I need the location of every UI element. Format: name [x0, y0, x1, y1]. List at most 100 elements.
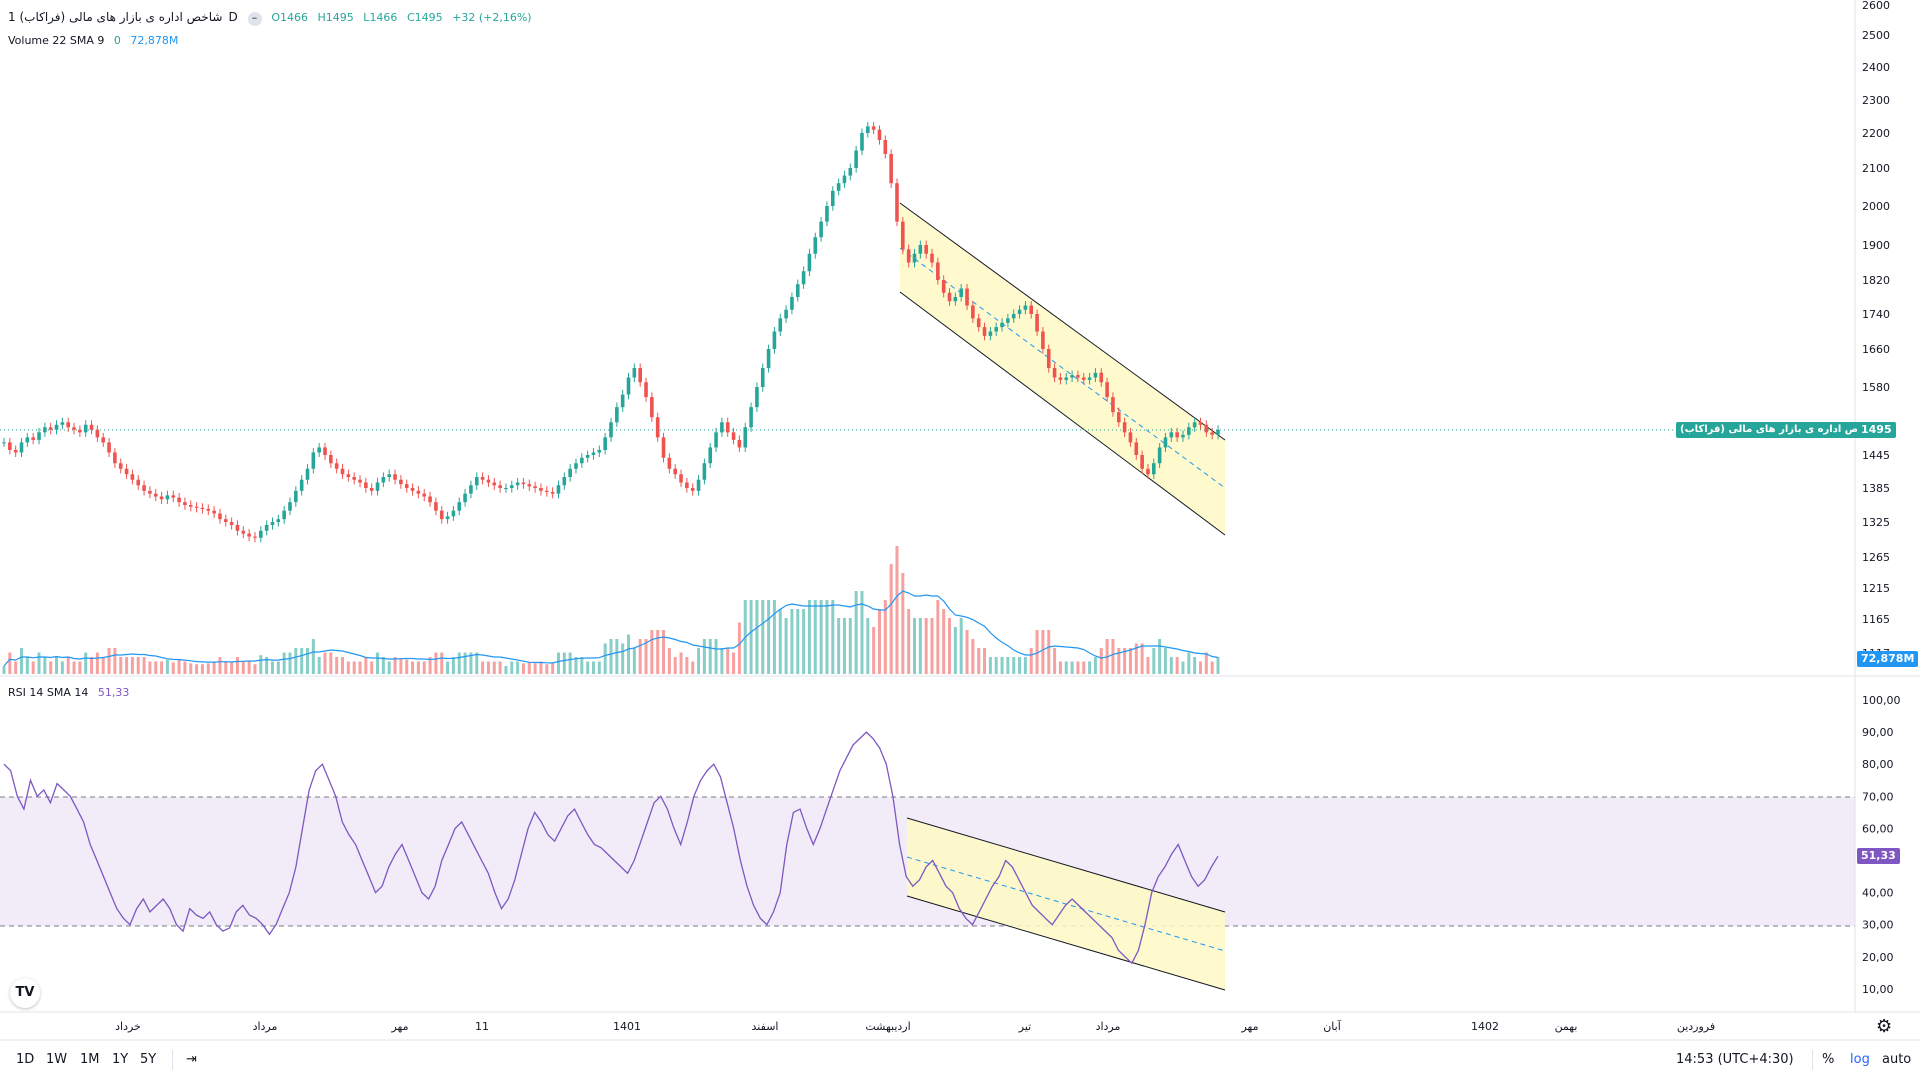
clock-timezone[interactable]: 14:53 (UTC+4:30) — [1676, 1052, 1794, 1067]
range-1y-button[interactable]: 1Y — [112, 1052, 129, 1067]
rsi-legend[interactable]: RSI 14 SMA 14 51,33 — [8, 686, 135, 699]
range-5y-button[interactable]: 5Y — [140, 1052, 157, 1067]
volume-bar — [568, 652, 572, 674]
candle-body — [113, 452, 117, 464]
candle-body — [976, 318, 981, 328]
candle-body — [54, 424, 59, 430]
candle-body — [795, 284, 800, 297]
candle-body — [918, 245, 923, 254]
candle-body — [673, 468, 678, 475]
candle-body — [294, 490, 298, 503]
tradingview-logo[interactable]: TV — [10, 978, 40, 1008]
date-range-icon[interactable]: ⇥ — [186, 1052, 197, 1067]
range-1w-button[interactable]: 1W — [46, 1052, 68, 1067]
candle-body — [755, 387, 759, 408]
volume-bar — [673, 657, 677, 674]
price-channel-upper[interactable] — [899, 202, 1226, 441]
volume-bar — [586, 661, 590, 674]
volume-bar — [965, 630, 969, 674]
volume-bar — [983, 648, 987, 674]
volume-bar — [49, 661, 53, 674]
candle-body — [644, 382, 648, 398]
percent-toggle[interactable]: % — [1822, 1052, 1835, 1067]
candle-body — [498, 485, 502, 488]
volume-bar — [434, 652, 438, 674]
price-tick-label: 1325 — [1862, 516, 1890, 529]
time-tick-label: اسفند — [752, 1020, 779, 1033]
volume-bar — [469, 652, 473, 674]
volume-bar — [790, 609, 794, 674]
volume-bar — [1035, 630, 1039, 674]
volume-bar — [8, 652, 12, 674]
rsi-tick-label: 80,00 — [1862, 758, 1894, 771]
candle-body — [912, 253, 917, 263]
volume-bar — [346, 661, 350, 674]
volume-bar — [14, 661, 18, 674]
candle-body — [1140, 455, 1144, 469]
candle-body — [13, 449, 18, 453]
volume-bar — [1146, 657, 1150, 674]
volume-bar — [1123, 648, 1127, 674]
candle-body — [276, 519, 281, 522]
volume-bar — [632, 648, 636, 674]
candle-body — [124, 468, 129, 475]
price-channel-lower[interactable] — [899, 291, 1226, 536]
candle-body — [434, 502, 438, 511]
price-tick-label: 1580 — [1862, 381, 1890, 394]
candle-body — [352, 477, 356, 480]
volume-bar — [930, 618, 934, 674]
symbol-title[interactable]: شاخص اداره ی بازار های مالی (فراکاب) — [19, 10, 223, 24]
legend-menu-icon[interactable]: – — [247, 12, 262, 26]
candle-body — [813, 237, 818, 254]
volume-bar — [562, 652, 566, 674]
volume-bar — [317, 657, 321, 674]
rsi-channel-lower[interactable] — [906, 895, 1226, 991]
volume-bar — [498, 661, 502, 674]
candle-body — [708, 447, 713, 464]
candle-body — [445, 516, 450, 520]
candle-body — [229, 522, 234, 525]
volume-bar — [714, 639, 718, 674]
price-tick-label: 2400 — [1862, 61, 1890, 74]
range-1m-button[interactable]: 1M — [80, 1052, 100, 1067]
volume-bar — [755, 600, 759, 674]
candle-body — [1000, 322, 1004, 328]
candle-body — [1163, 437, 1168, 448]
volume-bar — [20, 648, 24, 674]
candle-body — [159, 496, 164, 500]
volume-bar — [376, 652, 380, 674]
candle-body — [871, 126, 876, 130]
price-channel-fill[interactable] — [900, 203, 1225, 535]
candle-body — [650, 397, 654, 418]
volume-bar — [1175, 657, 1179, 674]
rsi-channel-upper[interactable] — [906, 817, 1226, 913]
candle-body — [819, 221, 823, 238]
candle-body — [848, 168, 853, 176]
volume-bar — [860, 591, 864, 674]
volume-bar — [481, 661, 485, 674]
candle-body — [562, 477, 567, 486]
candle-body — [340, 468, 345, 475]
auto-toggle[interactable]: auto — [1882, 1052, 1912, 1067]
volume-bar — [457, 652, 461, 674]
symbol-legend[interactable]: شاخص اداره ی بازار های مالی (فراکاب) 1D … — [8, 10, 544, 26]
candle-body — [247, 533, 251, 537]
interval-label[interactable]: 1D — [8, 10, 238, 24]
volume-bar — [533, 663, 537, 674]
volume-bar — [901, 573, 905, 674]
candle-body — [1122, 422, 1127, 433]
candle-body — [830, 190, 835, 206]
volume-legend[interactable]: Volume 22 SMA 9 0 72,878M — [8, 34, 184, 47]
log-toggle[interactable]: log — [1850, 1052, 1870, 1067]
candle-body — [1099, 372, 1104, 383]
candle-body — [883, 140, 888, 154]
price-channel-mid[interactable] — [899, 247, 1226, 489]
range-1d-button[interactable]: 1D — [16, 1052, 35, 1067]
candle-body — [194, 506, 199, 508]
candle-body — [78, 429, 82, 433]
rsi-tick-label: 40,00 — [1862, 887, 1894, 900]
price-axis-ticks: 2600 2500 2400 2300 2200 2100 2000 1900 1820 1740… — [1862, 0, 1890, 660]
volume-bar — [644, 639, 648, 674]
chart-settings-icon[interactable]: ⚙ — [1876, 1016, 1893, 1037]
